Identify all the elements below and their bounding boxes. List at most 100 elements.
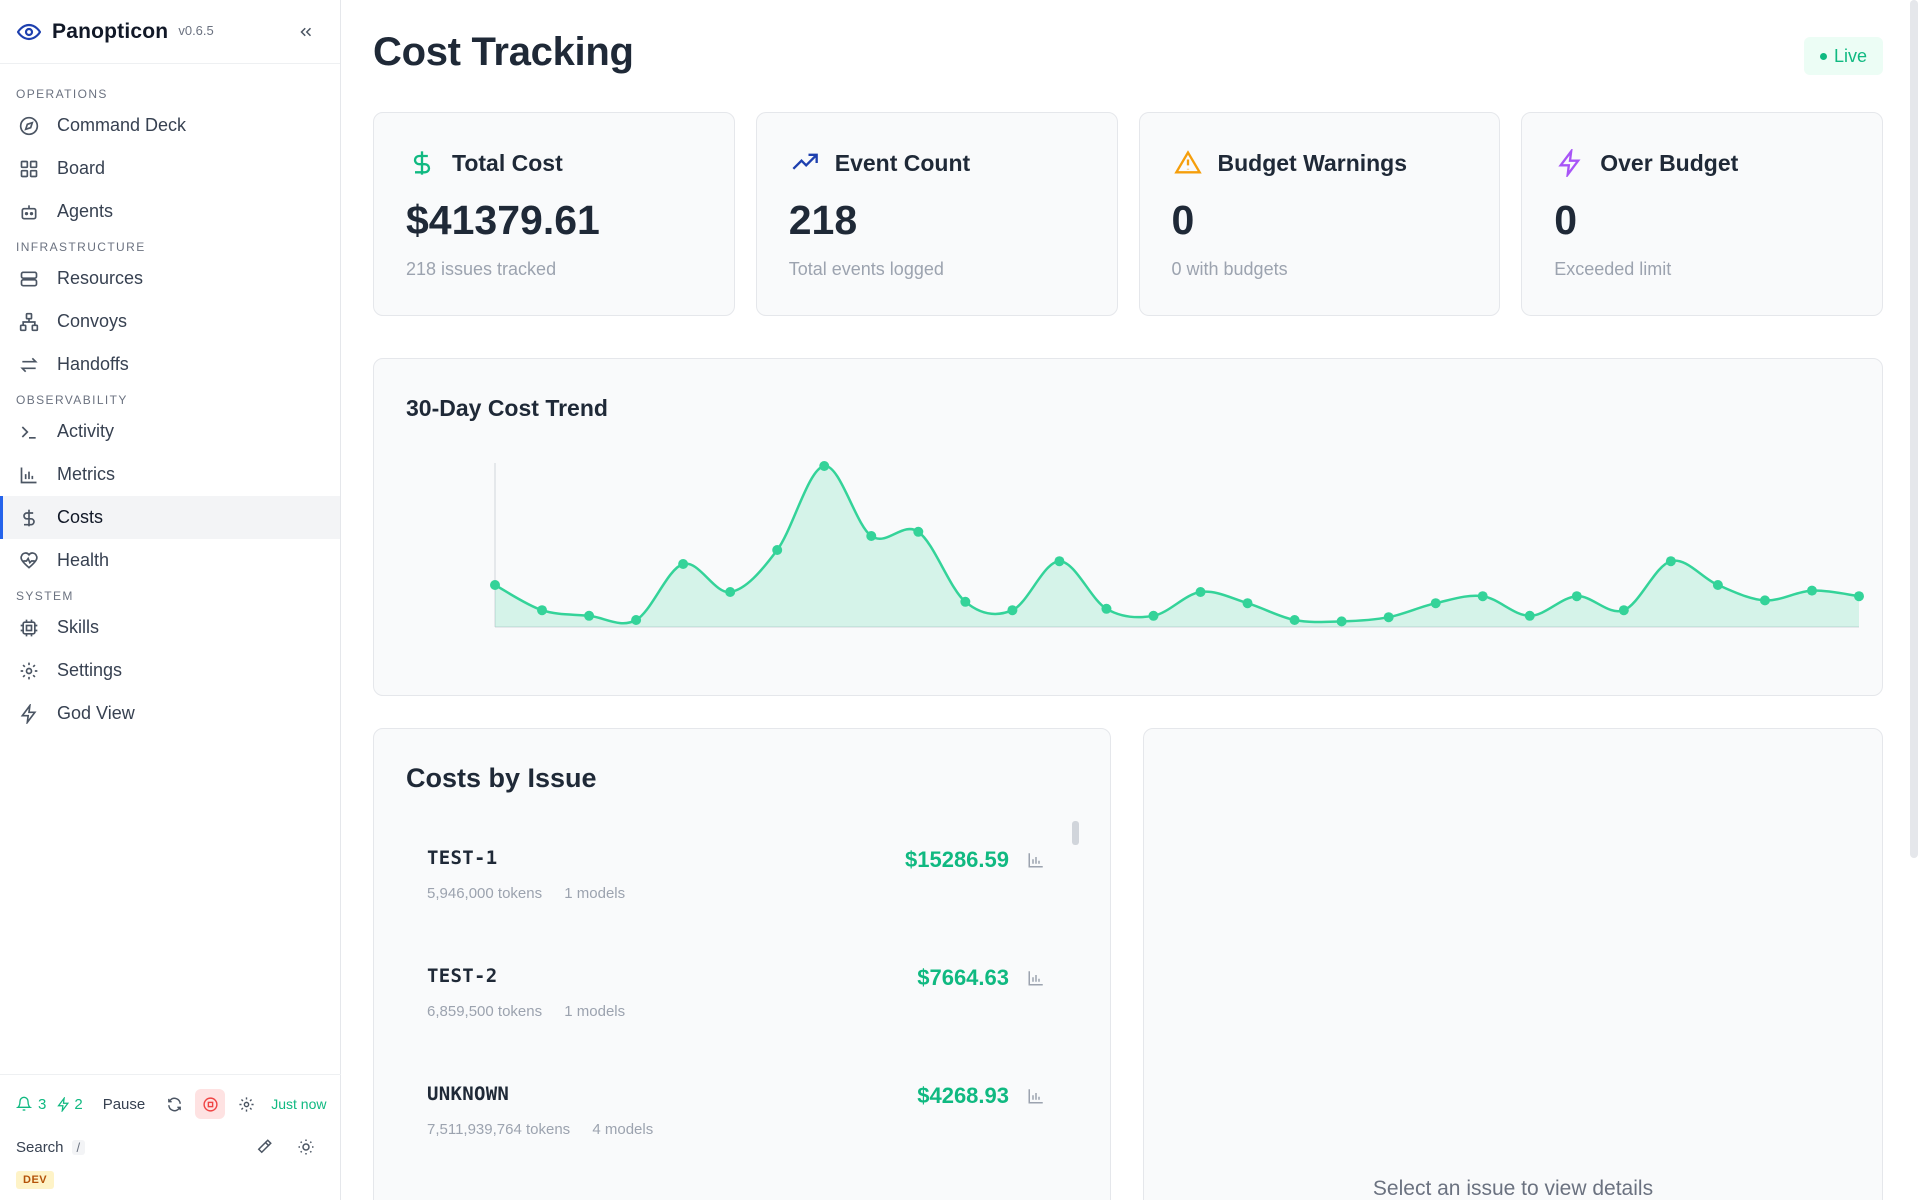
trend-point[interactable] [537, 605, 548, 616]
sidebar-item-health[interactable]: Health [0, 539, 340, 582]
app-version: v0.6.5 [178, 23, 214, 38]
sidebar-item-command-deck[interactable]: Command Deck [0, 104, 340, 147]
sidebar-item-activity[interactable]: Activity [0, 410, 340, 453]
sidebar-item-label: Board [57, 158, 106, 178]
issue-id: UNKNOWN [427, 1083, 510, 1105]
theme-toggle-button[interactable] [291, 1132, 321, 1162]
cost-trend-panel: 30-Day Cost Trend [373, 358, 1883, 696]
trend-point[interactable] [584, 610, 595, 621]
trend-point[interactable] [678, 559, 689, 569]
stat-card-value: 0 [1554, 197, 1578, 243]
settings-button[interactable] [231, 1089, 261, 1119]
trend-point[interactable] [866, 531, 877, 541]
search-button[interactable]: Search [16, 1138, 64, 1156]
cost-trend-chart [490, 461, 1864, 628]
trend-point[interactable] [1007, 605, 1018, 616]
collapse-sidebar-button[interactable] [292, 18, 320, 46]
sidebar-item-label: Resources [57, 268, 144, 288]
page-scrollbar[interactable] [1910, 0, 1918, 858]
stat-card-value: 218 [788, 197, 858, 243]
trend-point[interactable] [1806, 585, 1817, 596]
trend-point[interactable] [1618, 605, 1629, 616]
sidebar-item-board[interactable]: Board [0, 147, 340, 190]
issue-models: 1 models [564, 1003, 626, 1020]
stat-card-value: 0 [1171, 197, 1195, 243]
sidebar-footer: 3 2 Pause Just now Search / [0, 1074, 341, 1200]
bar-chart-icon [18, 464, 40, 486]
sidebar-item-handoffs[interactable]: Handoffs [0, 343, 340, 386]
terminal-icon [18, 421, 40, 443]
trend-point[interactable] [725, 587, 736, 597]
heart-pulse-icon [18, 550, 40, 572]
nav-section-label: OPERATIONS [16, 87, 108, 101]
issue-cost: $15286.59 [905, 847, 1009, 872]
trend-point[interactable] [1054, 556, 1065, 567]
stop-button[interactable] [195, 1089, 226, 1119]
issue-row[interactable]: TEST-1 $15286.59 5,946,000 tokens 1 mode… [427, 847, 1047, 937]
trend-point[interactable] [1665, 556, 1676, 567]
trend-point[interactable] [1148, 610, 1159, 621]
issue-id: TEST-1 [427, 847, 498, 869]
sidebar-item-costs[interactable]: Costs [0, 496, 340, 539]
issue-cost: $7664.63 [917, 965, 1009, 990]
bar-chart-icon[interactable] [1025, 1085, 1047, 1107]
trend-point[interactable] [1336, 616, 1347, 627]
sidebar-item-convoys[interactable]: Convoys [0, 300, 340, 343]
bar-chart-icon[interactable] [1025, 849, 1047, 871]
tools-button[interactable] [249, 1132, 279, 1162]
costs-by-issue-panel: Costs by Issue TEST-1 $15286.59 5,946,00… [373, 728, 1111, 1200]
sidebar-item-label: Convoys [57, 311, 128, 331]
compass-icon [18, 115, 40, 137]
sidebar-item-label: Handoffs [57, 354, 129, 374]
sidebar-item-label: Agents [57, 201, 114, 221]
pause-button[interactable]: Pause [102, 1095, 146, 1113]
sidebar-item-resources[interactable]: Resources [0, 257, 340, 300]
sidebar-nav: OPERATIONS Command Deck Board Agents INFRAST… [0, 84, 340, 735]
trend-point[interactable] [1524, 610, 1535, 621]
issues-scrollbar[interactable] [1072, 821, 1079, 845]
refresh-button[interactable] [159, 1089, 189, 1119]
trend-point[interactable] [1195, 587, 1206, 597]
stat-card-title: Over Budget [1600, 149, 1739, 176]
issue-id: TEST-2 [427, 965, 498, 987]
trend-point[interactable] [1289, 615, 1300, 625]
trend-point[interactable] [819, 461, 830, 471]
nav-section-label: SYSTEM [16, 589, 74, 603]
search-shortcut: / [71, 1139, 86, 1155]
trend-point[interactable] [1571, 591, 1582, 602]
bar-chart-icon[interactable] [1025, 967, 1047, 989]
trend-point[interactable] [490, 580, 500, 590]
trend-point[interactable] [1242, 598, 1253, 609]
trend-point[interactable] [1854, 591, 1864, 602]
bolt-icon [18, 703, 40, 725]
sidebar-item-label: Costs [57, 507, 104, 527]
issue-meta: 7,511,939,764 tokens 4 models [427, 1121, 671, 1138]
stat-card-header: Budget Warnings [1172, 147, 1407, 179]
sidebar-item-label: God View [57, 703, 135, 723]
trend-point[interactable] [960, 596, 971, 607]
sidebar-item-metrics[interactable]: Metrics [0, 453, 340, 496]
trend-point[interactable] [772, 545, 783, 555]
trend-point[interactable] [1101, 603, 1112, 614]
trend-point[interactable] [1759, 595, 1770, 606]
trend-point[interactable] [631, 615, 642, 625]
sidebar-item-god-view[interactable]: God View [0, 692, 340, 735]
trend-point[interactable] [913, 526, 924, 537]
server-icon [18, 268, 40, 290]
issue-tokens: 7,511,939,764 tokens [427, 1121, 571, 1138]
stat-card-subtitle: Exceeded limit [1554, 259, 1672, 279]
trend-point[interactable] [1712, 580, 1723, 590]
stat-card-subtitle: 0 with budgets [1171, 259, 1288, 279]
trend-point[interactable] [1383, 612, 1394, 623]
issue-models: 4 models [592, 1121, 654, 1138]
sidebar-item-agents[interactable]: Agents [0, 190, 340, 233]
trend-point[interactable] [1430, 598, 1441, 609]
issue-tokens: 6,859,500 tokens [427, 1003, 543, 1020]
issue-row[interactable]: UNKNOWN $4268.93 7,511,939,764 tokens 4 … [427, 1083, 1047, 1173]
issue-row[interactable]: TEST-2 $7664.63 6,859,500 tokens 1 model… [427, 965, 1047, 1055]
sidebar-item-settings[interactable]: Settings [0, 649, 340, 692]
sidebar-item-skills[interactable]: Skills [0, 606, 340, 649]
bell-icon[interactable] [16, 1096, 32, 1112]
trend-point[interactable] [1477, 591, 1488, 602]
sidebar-item-label: Health [57, 550, 110, 570]
